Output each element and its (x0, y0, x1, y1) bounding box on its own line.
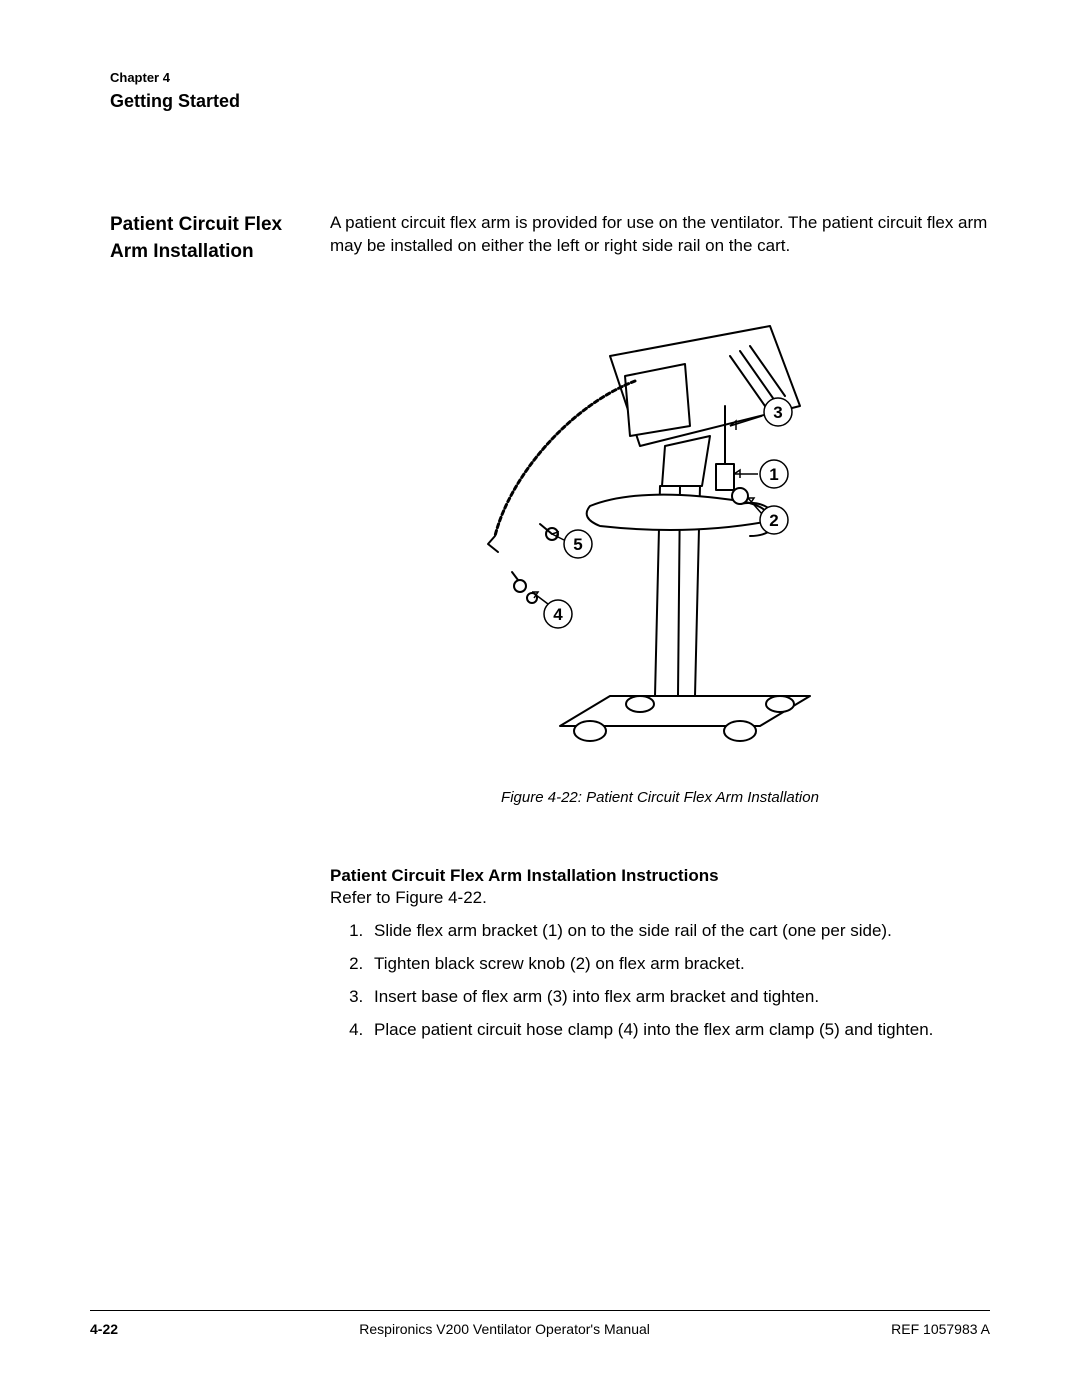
instruction-steps: Slide flex arm bracket (1) on to the sid… (330, 920, 990, 1042)
footer-rule (90, 1310, 990, 1311)
section-heading: Patient Circuit Flex Arm Installation (110, 212, 320, 265)
chapter-title: Getting Started (110, 91, 990, 112)
callout-1: 1 (769, 465, 778, 484)
chapter-label: Chapter 4 (110, 70, 990, 85)
figure-block: 1 2 3 4 5 Figure 4-22: Patient Circuit F… (330, 286, 990, 806)
page: Chapter 4 Getting Started Patient Circui… (0, 0, 1080, 1397)
footer-ref: REF 1057983 A (891, 1321, 990, 1337)
callout-2: 2 (769, 511, 778, 530)
footer-page-number: 4-22 (90, 1321, 118, 1337)
intro-paragraph: A patient circuit flex arm is provided f… (330, 212, 990, 258)
instructions-heading: Patient Circuit Flex Arm Installation In… (330, 866, 990, 886)
page-footer: 4-22 Respironics V200 Ventilator Operato… (90, 1310, 990, 1337)
callout-5: 5 (573, 535, 582, 554)
figure-caption: Figure 4-22: Patient Circuit Flex Arm In… (330, 789, 990, 806)
step-2: Tighten black screw knob (2) on flex arm… (368, 953, 990, 976)
step-3: Insert base of flex arm (3) into flex ar… (368, 986, 990, 1009)
step-1: Slide flex arm bracket (1) on to the sid… (368, 920, 990, 943)
callout-3: 3 (773, 403, 782, 422)
ventilator-diagram-icon: 1 2 3 4 5 (440, 286, 880, 766)
refer-line: Refer to Figure 4-22. (330, 888, 990, 908)
right-column: A patient circuit flex arm is provided f… (320, 212, 990, 1052)
content-area: Patient Circuit Flex Arm Installation A … (110, 212, 990, 1052)
callout-4: 4 (553, 605, 563, 624)
left-column: Patient Circuit Flex Arm Installation (110, 212, 320, 1052)
step-4: Place patient circuit hose clamp (4) int… (368, 1019, 990, 1042)
footer-manual-title: Respironics V200 Ventilator Operator's M… (359, 1321, 650, 1337)
